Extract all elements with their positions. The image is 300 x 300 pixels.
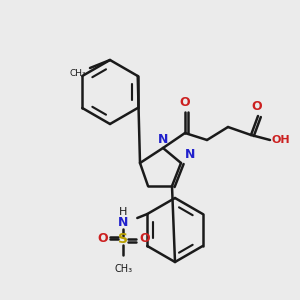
Text: H: H — [119, 207, 128, 217]
Text: OH: OH — [271, 135, 290, 145]
Text: CH₃: CH₃ — [69, 69, 86, 78]
Text: O: O — [252, 100, 262, 113]
Text: O: O — [97, 232, 108, 245]
Text: S: S — [118, 232, 128, 246]
Text: N: N — [185, 148, 195, 161]
Text: O: O — [180, 96, 190, 109]
Text: CH₃: CH₃ — [114, 264, 132, 274]
Text: N: N — [158, 133, 168, 146]
Text: N: N — [118, 217, 128, 230]
Text: O: O — [139, 232, 150, 245]
